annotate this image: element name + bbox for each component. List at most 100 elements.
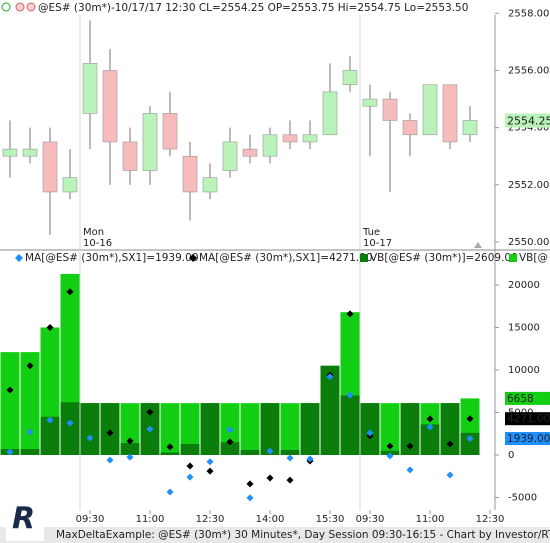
bar bbox=[220, 442, 240, 455]
point bbox=[6, 448, 14, 456]
candle-body bbox=[42, 141, 58, 193]
point bbox=[286, 454, 294, 462]
bar bbox=[340, 395, 360, 455]
point bbox=[446, 440, 454, 448]
legend-icon bbox=[360, 254, 368, 262]
point bbox=[346, 310, 354, 318]
point bbox=[46, 323, 54, 331]
bar bbox=[100, 403, 120, 455]
bar bbox=[80, 403, 100, 455]
x-tick-label: 09:30 bbox=[76, 514, 105, 525]
point bbox=[166, 443, 174, 451]
candle-body bbox=[262, 134, 278, 157]
point bbox=[126, 437, 134, 445]
candle-body bbox=[462, 120, 478, 136]
point bbox=[386, 442, 394, 450]
point bbox=[346, 391, 354, 399]
x-tick-label: 09:30 bbox=[356, 514, 385, 525]
bar bbox=[200, 403, 220, 455]
legend-icon bbox=[15, 254, 23, 262]
price-tag bbox=[505, 113, 550, 128]
y-tick-label: 2558.00 bbox=[508, 8, 549, 19]
x-tick-label: 12:30 bbox=[476, 514, 505, 525]
status-icon bbox=[26, 2, 36, 12]
legend-icon bbox=[189, 254, 197, 262]
point bbox=[146, 425, 154, 433]
legend-label: MA[@ES# (30m*),SX1]=4271.00 bbox=[199, 252, 373, 264]
y-tick-label: 0 bbox=[508, 450, 514, 461]
point bbox=[86, 434, 94, 442]
point bbox=[366, 429, 374, 437]
point bbox=[446, 471, 454, 479]
candle-body bbox=[362, 98, 378, 107]
bar bbox=[160, 403, 180, 455]
candle-body bbox=[182, 155, 198, 193]
bar bbox=[60, 402, 80, 455]
point bbox=[466, 435, 474, 443]
point bbox=[326, 373, 334, 381]
value-tag-label: 4271.00 bbox=[507, 413, 550, 425]
y-tick-label: 2550.00 bbox=[508, 237, 549, 248]
bar bbox=[360, 403, 380, 455]
x-tick-label: 11:00 bbox=[136, 514, 165, 525]
value-tag-label: 6658 bbox=[507, 393, 534, 405]
x-tick-sublabel: 10-17 bbox=[363, 238, 392, 249]
candle-body bbox=[222, 141, 238, 171]
candle-body bbox=[22, 148, 38, 157]
candle-body bbox=[342, 70, 358, 86]
candle-body bbox=[122, 141, 138, 171]
point bbox=[246, 494, 254, 502]
bar bbox=[180, 443, 200, 455]
candle-body bbox=[2, 148, 18, 157]
scroll-marker bbox=[474, 242, 482, 248]
candle-body bbox=[442, 84, 458, 143]
point bbox=[126, 453, 134, 461]
point bbox=[406, 442, 414, 450]
candle-body bbox=[142, 113, 158, 171]
bar bbox=[20, 352, 40, 455]
value-tag bbox=[505, 432, 550, 446]
point bbox=[226, 426, 234, 434]
x-tick-label: Mon bbox=[83, 227, 104, 238]
logo-box bbox=[6, 505, 44, 541]
point bbox=[466, 415, 474, 423]
bar bbox=[120, 403, 140, 455]
bar bbox=[0, 352, 20, 455]
bar bbox=[120, 443, 140, 455]
point bbox=[106, 456, 114, 464]
candle-body bbox=[162, 113, 178, 150]
point bbox=[186, 473, 194, 481]
x-tick-label: 11:00 bbox=[416, 514, 445, 525]
x-tick-label: 15:30 bbox=[316, 514, 345, 525]
point bbox=[406, 466, 414, 474]
bar bbox=[180, 403, 200, 455]
logo: R bbox=[12, 502, 35, 537]
bar bbox=[440, 403, 460, 455]
bar bbox=[280, 449, 300, 455]
point bbox=[386, 452, 394, 460]
x-tick-sublabel: 10-16 bbox=[83, 238, 112, 249]
candle-body bbox=[242, 148, 258, 157]
status-icon bbox=[1, 2, 11, 12]
bar bbox=[400, 403, 420, 455]
y-tick-label: 2556.00 bbox=[508, 65, 549, 76]
candle-body bbox=[202, 177, 218, 193]
point bbox=[46, 416, 54, 424]
y-tick-label: 2554.00 bbox=[508, 123, 549, 134]
value-tag-label: 1939.00 bbox=[507, 433, 550, 445]
point bbox=[146, 408, 154, 416]
candle-body bbox=[322, 91, 338, 136]
point bbox=[66, 419, 74, 427]
bar bbox=[160, 452, 180, 455]
bar bbox=[40, 416, 60, 455]
point bbox=[426, 423, 434, 431]
bar bbox=[380, 403, 400, 455]
point bbox=[426, 415, 434, 423]
point bbox=[266, 474, 274, 482]
candle-body bbox=[82, 63, 98, 114]
price-tag-label: 2554.25 bbox=[507, 114, 550, 127]
footer-bar bbox=[0, 527, 550, 543]
y-tick-label: -5000 bbox=[508, 493, 537, 504]
